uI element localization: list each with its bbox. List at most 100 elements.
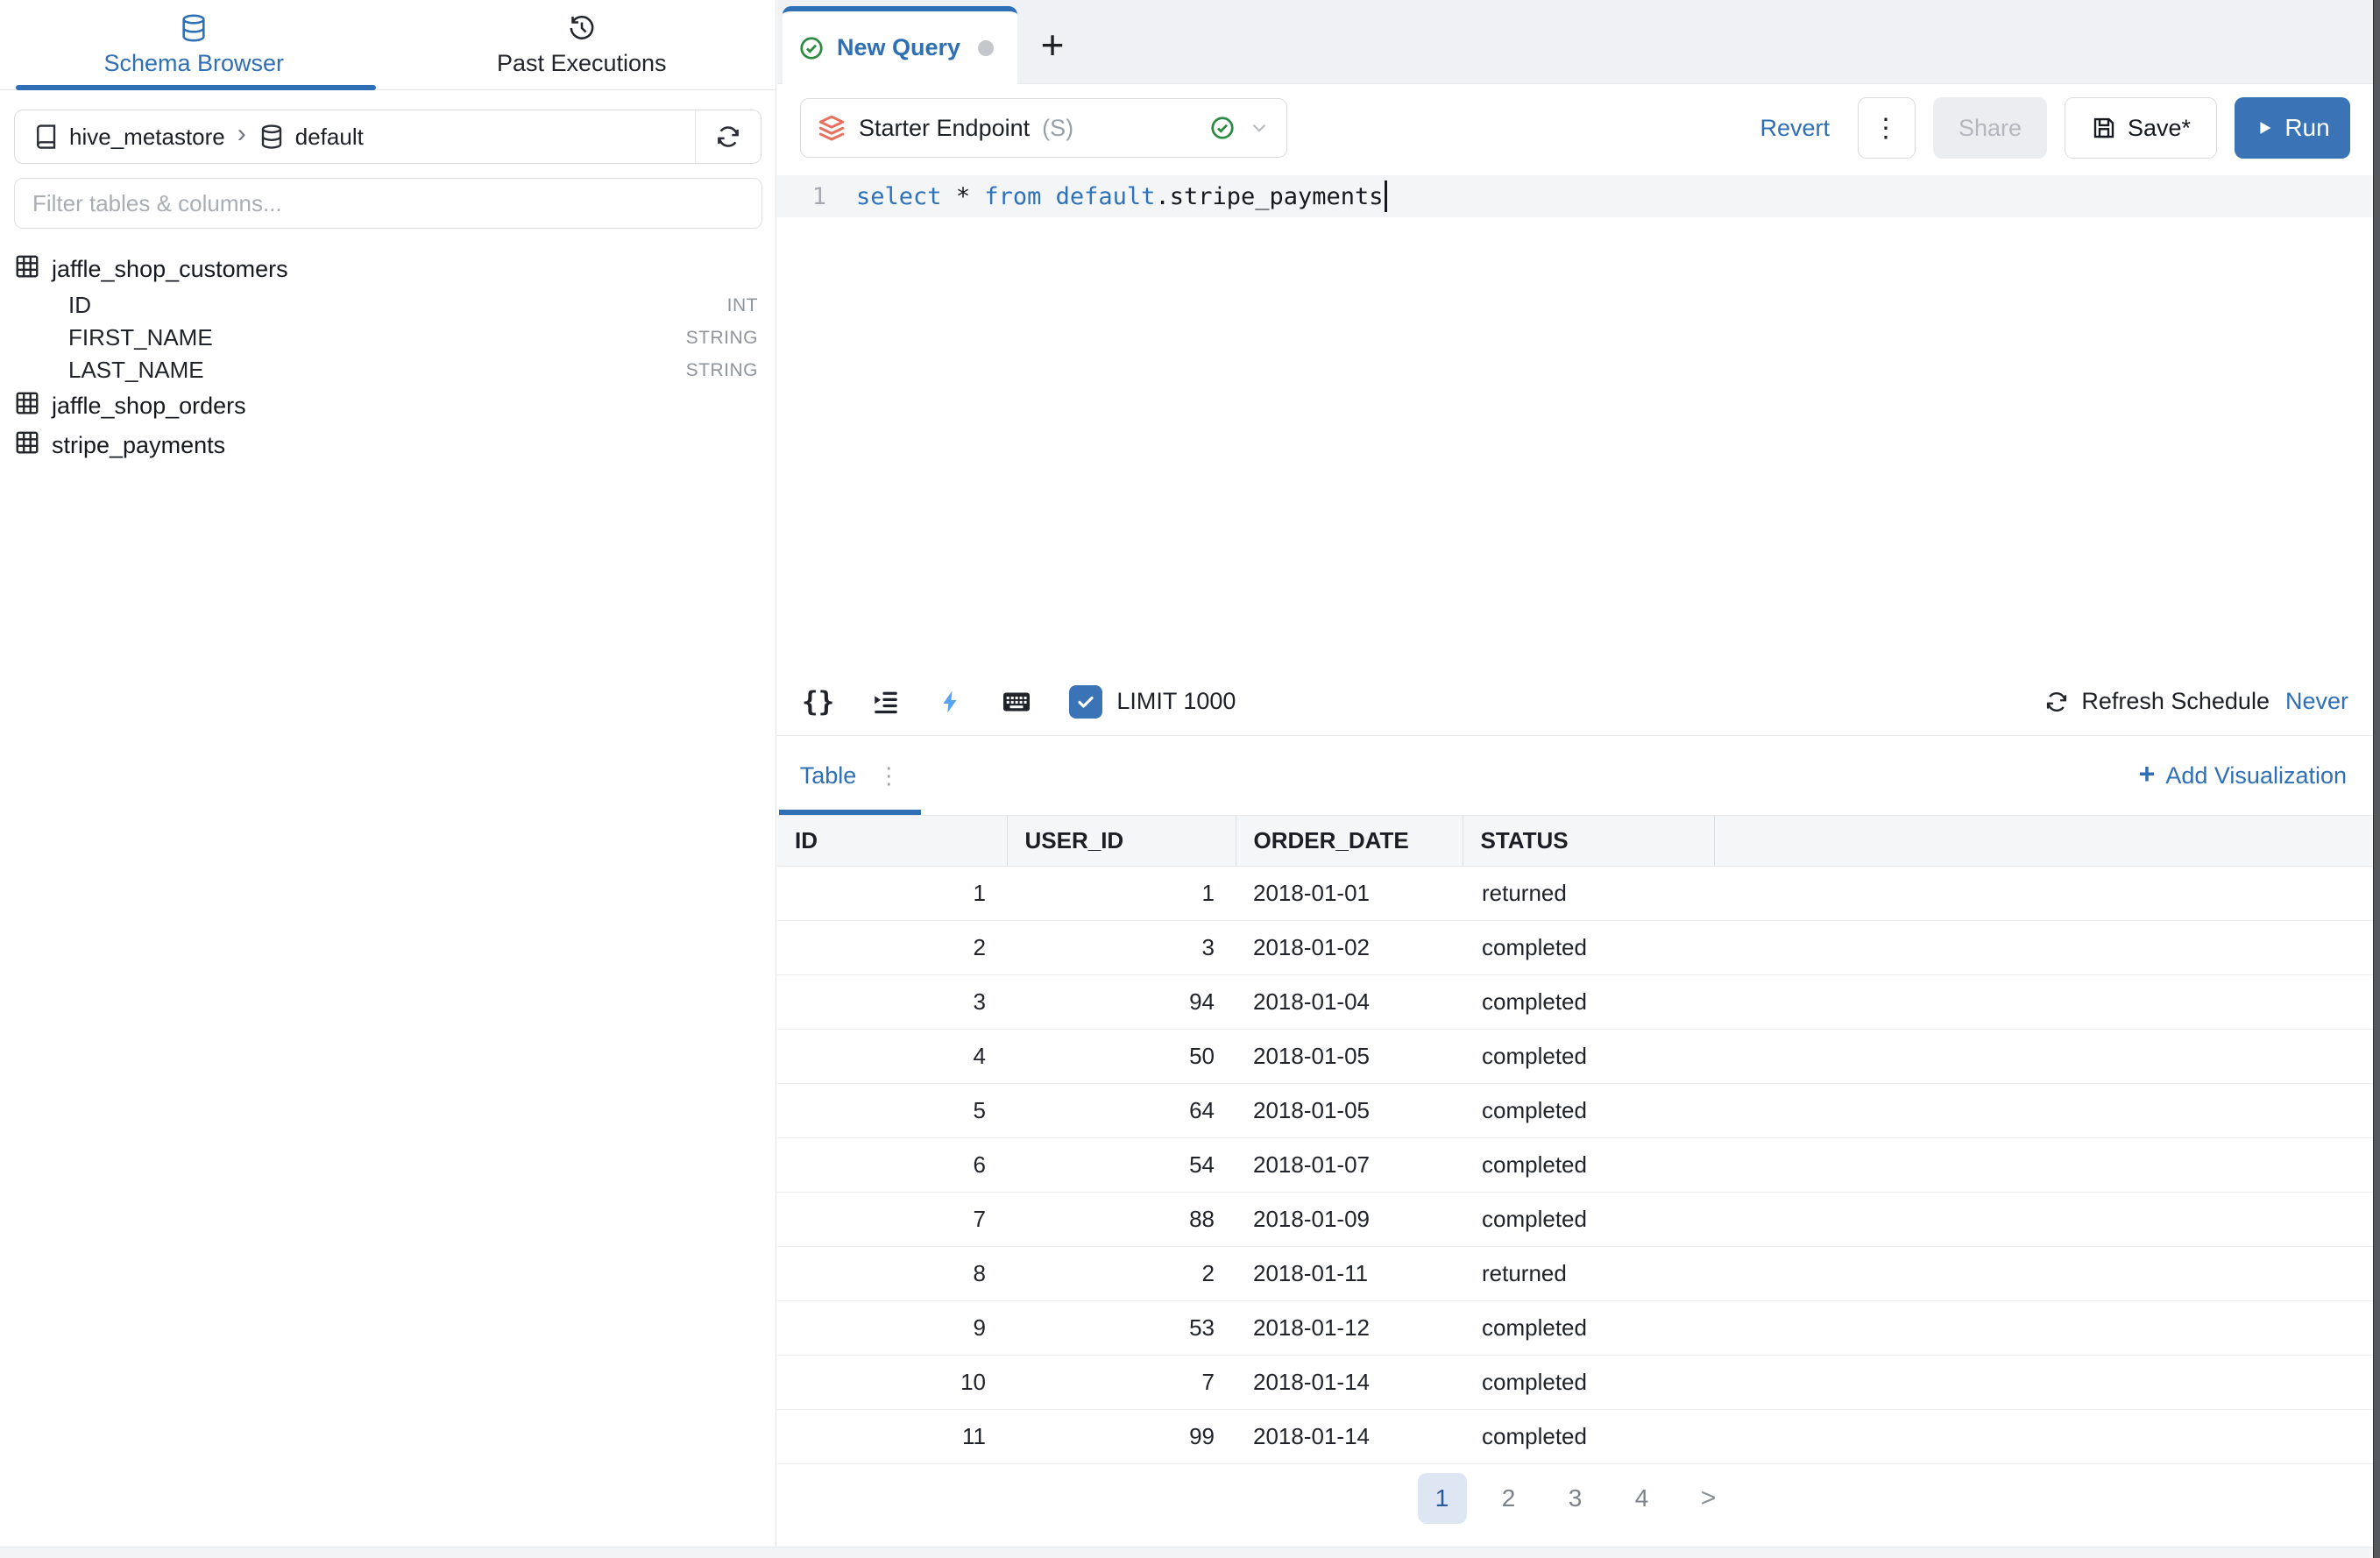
cell-filler [1714, 1246, 2373, 1301]
results-header: Table ⋮ + Add Visualization [777, 736, 2373, 815]
tab-table-view[interactable]: Table ⋮ [779, 736, 921, 815]
revert-button[interactable]: Revert [1760, 114, 1830, 141]
cell-filler [1714, 974, 2373, 1030]
save-button-label: Save* [2127, 114, 2192, 141]
breadcrumb-catalog[interactable]: hive_metastore [69, 123, 225, 150]
sql-token: select [856, 182, 942, 210]
table-row: 8 2 2018-01-11 returned [777, 1246, 2373, 1301]
cell: 8 [777, 1246, 1007, 1301]
lightning-icon[interactable] [938, 689, 964, 715]
cell: 54 [1007, 1137, 1236, 1193]
add-visualization-label: Add Visualization [2165, 761, 2347, 789]
tab-past-executions[interactable]: Past Executions [388, 0, 776, 89]
pagination: 1 2 3 4 > [777, 1464, 2373, 1532]
save-button[interactable]: Save* [2065, 97, 2217, 159]
cell: returned [1463, 866, 1714, 921]
schema-column-LAST_NAME[interactable]: LAST_NAME STRING [14, 354, 761, 386]
column-header-USER_ID[interactable]: USER_ID [1006, 815, 1236, 867]
schema-filter-input[interactable] [14, 178, 762, 229]
text-caret [1384, 181, 1387, 212]
vertical-scrollbar[interactable] [2373, 0, 2380, 1558]
cell: completed [1463, 1409, 1714, 1464]
cell: returned [1463, 1246, 1714, 1301]
limit-label: LIMIT 1000 [1116, 688, 1236, 714]
run-button[interactable]: Run [2235, 97, 2350, 159]
page-4[interactable]: 4 [1634, 1484, 1649, 1512]
table-row: 10 7 2018-01-14 completed [777, 1355, 2373, 1410]
table-view-menu-icon[interactable]: ⋮ [877, 761, 901, 789]
new-query-tab-button[interactable]: + [1040, 21, 1065, 67]
cell: 2018-01-01 [1236, 866, 1463, 921]
sql-token: default [1055, 182, 1156, 210]
auto-indent-icon[interactable] [871, 687, 901, 717]
refresh-schedule: Refresh Schedule Never [2044, 688, 2348, 715]
cell: 6 [777, 1137, 1007, 1193]
page-1[interactable]: 1 [1417, 1472, 1467, 1524]
table-name: jaffle_shop_customers [52, 256, 288, 282]
schema-column-FIRST_NAME[interactable]: FIRST_NAME STRING [14, 322, 761, 354]
cell: 2018-01-04 [1236, 974, 1463, 1030]
sql-token: * [955, 182, 971, 210]
cell: 7 [777, 1192, 1007, 1247]
sql-active-line: 1 select * from default.stripe_payments [777, 175, 2373, 217]
toolbar-actions: Revert ⋮ Share Save* Run [1760, 97, 2350, 159]
column-header-ID[interactable]: ID [777, 815, 1007, 867]
limit-control[interactable]: LIMIT 1000 [1069, 684, 1236, 719]
more-actions-button[interactable]: ⋮ [1858, 97, 1916, 159]
results-table-wrap: ID USER_ID ORDER_DATE STATUS 1 1 2018-01-01 re… [777, 815, 2373, 1464]
cell: 10 [777, 1355, 1007, 1410]
cell: 53 [1007, 1300, 1236, 1356]
table-row: 4 50 2018-01-05 completed [777, 1029, 2373, 1084]
schema-table-jaffle_shop_customers[interactable]: jaffle_shop_customers [14, 250, 761, 289]
format-code-icon[interactable]: {} [802, 685, 835, 718]
cell: 2018-01-07 [1236, 1137, 1463, 1193]
column-type: STRING [685, 327, 758, 348]
add-visualization-button[interactable]: + Add Visualization [2139, 760, 2347, 791]
endpoint-name: Starter Endpoint [859, 114, 1031, 141]
sql-editor[interactable]: 1 select * from default.stripe_payments [777, 172, 2373, 668]
schema-column-ID[interactable]: ID INT [14, 289, 761, 322]
refresh-schedule-value[interactable]: Never [2284, 688, 2348, 714]
limit-checkbox[interactable] [1069, 684, 1103, 719]
table-row: 11 99 2018-01-14 completed [777, 1409, 2373, 1464]
column-type: STRING [685, 359, 758, 380]
catalog-book-icon [32, 124, 59, 150]
cell: completed [1463, 1192, 1714, 1247]
cell: 3 [1007, 920, 1236, 975]
keyboard-shortcuts-icon[interactable] [1001, 686, 1032, 718]
next-page-button[interactable]: > [1700, 1483, 1717, 1512]
results-header-row: ID USER_ID ORDER_DATE STATUS [777, 815, 2373, 867]
cell: 1 [1007, 866, 1236, 921]
column-header-ORDER_DATE[interactable]: ORDER_DATE [1235, 815, 1463, 867]
tab-schema-browser[interactable]: Schema Browser [0, 0, 388, 90]
endpoint-ok-check-icon [1209, 115, 1236, 141]
endpoint-selector[interactable]: Starter Endpoint (S) [800, 98, 1287, 158]
sidebar-tabs: Schema Browser Past Executions [0, 0, 776, 90]
cell: 4 [777, 1029, 1007, 1084]
breadcrumb: hive_metastore › default [14, 110, 761, 164]
table-name: stripe_payments [52, 432, 226, 458]
column-header-STATUS[interactable]: STATUS [1462, 815, 1714, 867]
breadcrumb-schema[interactable]: default [294, 123, 364, 150]
database-icon [179, 13, 209, 43]
plus-icon: + [2138, 758, 2156, 790]
tab-new-query[interactable]: New Query [783, 6, 1017, 84]
refresh-schema-button[interactable] [695, 110, 761, 163]
table-row: 5 64 2018-01-05 completed [777, 1083, 2373, 1138]
schema-table-stripe_payments[interactable]: stripe_payments [14, 426, 761, 465]
column-name: LAST_NAME [68, 357, 204, 383]
table-grid-icon [14, 253, 40, 286]
query-ok-check-icon [798, 35, 825, 61]
sql-code: select * from default.stripe_payments [856, 183, 1384, 210]
schema-table-jaffle_shop_orders[interactable]: jaffle_shop_orders [14, 386, 761, 426]
cell: 50 [1007, 1029, 1236, 1084]
page-2[interactable]: 2 [1501, 1484, 1516, 1512]
table-row: 2 3 2018-01-02 completed [777, 920, 2373, 975]
horizontal-scrollbar-track[interactable] [0, 1547, 2373, 1558]
cell-filler [1714, 920, 2373, 975]
column-name: FIRST_NAME [68, 324, 213, 351]
query-panel: New Query + Starter Endpoint (S) [777, 0, 2373, 1558]
results-table: ID USER_ID ORDER_DATE STATUS 1 1 2018-01-01 re… [777, 815, 2373, 1464]
page-3[interactable]: 3 [1568, 1484, 1583, 1512]
